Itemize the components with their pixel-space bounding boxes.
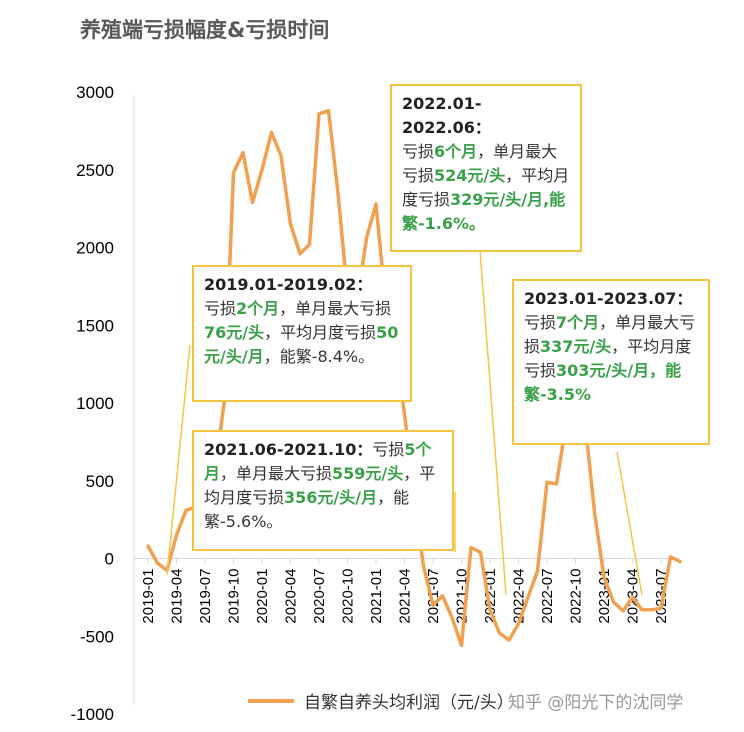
annotation-highlight: 559元/头: [332, 464, 404, 483]
annotation-highlight: 524元/头: [434, 166, 506, 185]
x-tick-label: 2021-01: [368, 569, 385, 624]
legend-swatch: [248, 698, 294, 703]
annotation-text: ，平均月度亏损: [204, 464, 436, 507]
annotation-highlight: 76元/头: [204, 323, 265, 342]
annotation-heading: 2021.06-2021.10：: [204, 440, 373, 459]
annotation-2023: 2023.01-2023.07： 亏损7个月，单月最大亏损337元/头，平均月度亏…: [512, 279, 710, 445]
annotation-2019: 2019.01-2019.02： 亏损2个月，单月最大亏损 76元/头，平均月度亏损…: [192, 265, 412, 402]
annotation-highlight: 356元/头/月: [284, 488, 378, 507]
y-tick-label: 0: [105, 550, 114, 569]
x-tick-label: 2022-04: [511, 569, 528, 624]
annotation-text: 亏损: [524, 313, 557, 332]
annotation-text: 亏损: [372, 440, 405, 459]
y-tick-label: 2000: [76, 239, 114, 258]
annotation-heading: 2022.01-2022.06：: [402, 94, 491, 137]
annotation-text: ，平均月度亏损: [264, 323, 377, 342]
x-tick-label: 2020-01: [254, 569, 271, 624]
y-tick-label: 1500: [76, 316, 114, 335]
annotation-text: ，平均月度亏损: [402, 166, 570, 209]
annotation-text: ，能繁-5.6%。: [204, 488, 410, 531]
x-tick-label: 2019-04: [169, 569, 186, 624]
annotation-highlight: 337元/头: [540, 337, 612, 356]
y-tick-label: -1000: [71, 705, 114, 724]
x-tick-label: 2019-01: [140, 569, 157, 624]
x-tick-label: 2022-07: [539, 569, 556, 624]
annotation-highlight: 329元/头/月,能繁-1.6%。: [402, 190, 566, 233]
x-tick-label: 2020-10: [340, 569, 357, 624]
annotation-highlight: 303元/头/月: [556, 361, 650, 380]
annotation-text: ，单月最大亏损: [279, 299, 392, 318]
leader-line: [616, 451, 643, 596]
x-tick-label: 2020-04: [283, 569, 300, 624]
annotation-2022: 2022.01-2022.06： 亏损6个月，单月最大亏损524元/头，平均月度亏…: [390, 84, 582, 252]
annotation-text: ，能繁-8.4%。: [263, 347, 375, 366]
x-tick-label: 2021-04: [397, 569, 414, 624]
legend-label: 自繁自养头均利润（元/头）: [304, 693, 514, 713]
y-tick-label: 3000: [76, 83, 114, 102]
chart-title: 养殖端亏损幅度&亏损时间: [80, 18, 330, 42]
leader-line: [166, 344, 191, 576]
annotation-highlight: 6个月: [434, 142, 478, 161]
annotation-heading: 2023.01-2023.07：: [524, 289, 693, 308]
annotation-text: ，单月最大亏损: [524, 313, 696, 356]
y-tick-label: 1000: [76, 394, 114, 413]
annotation-text: ，单月最大亏损: [220, 464, 333, 483]
annotation-text: ，平均月度亏损: [524, 337, 692, 380]
x-tick-label: 2022-10: [568, 569, 585, 624]
leader-line: [479, 249, 507, 596]
y-tick-label: 2500: [76, 161, 114, 180]
annotation-heading: 2019.01-2019.02：: [204, 275, 373, 294]
x-tick-label: 2019-10: [226, 569, 243, 624]
x-tick-label: 2021-07: [425, 569, 442, 624]
annotation-text: ，单月最大亏损: [402, 142, 558, 185]
annotation-highlight: ，能繁-3.5%: [524, 361, 682, 404]
legend: 自繁自养头均利润（元/头）: [248, 688, 514, 713]
watermark: 知乎 @阳光下的沈同学: [508, 693, 684, 713]
y-tick-label: 500: [86, 472, 114, 491]
annotation-highlight: 5个月: [204, 440, 432, 483]
x-tick-label: 2020-07: [311, 569, 328, 624]
annotation-text: 亏损: [402, 142, 435, 161]
y-tick-label: -500: [80, 627, 114, 646]
x-tick-label: 2023-01: [596, 569, 613, 624]
x-tick-label: 2019-07: [197, 569, 214, 624]
annotation-highlight: 2个月: [236, 299, 280, 318]
annotation-2021: 2021.06-2021.10：亏损5个月，单月最大亏损559元/头，平均月度亏…: [192, 430, 454, 551]
annotation-text: 亏损: [204, 299, 237, 318]
annotation-highlight: 7个月: [556, 313, 600, 332]
annotation-highlight: 50元/头/月: [204, 323, 399, 366]
leader-layer: [166, 249, 643, 596]
